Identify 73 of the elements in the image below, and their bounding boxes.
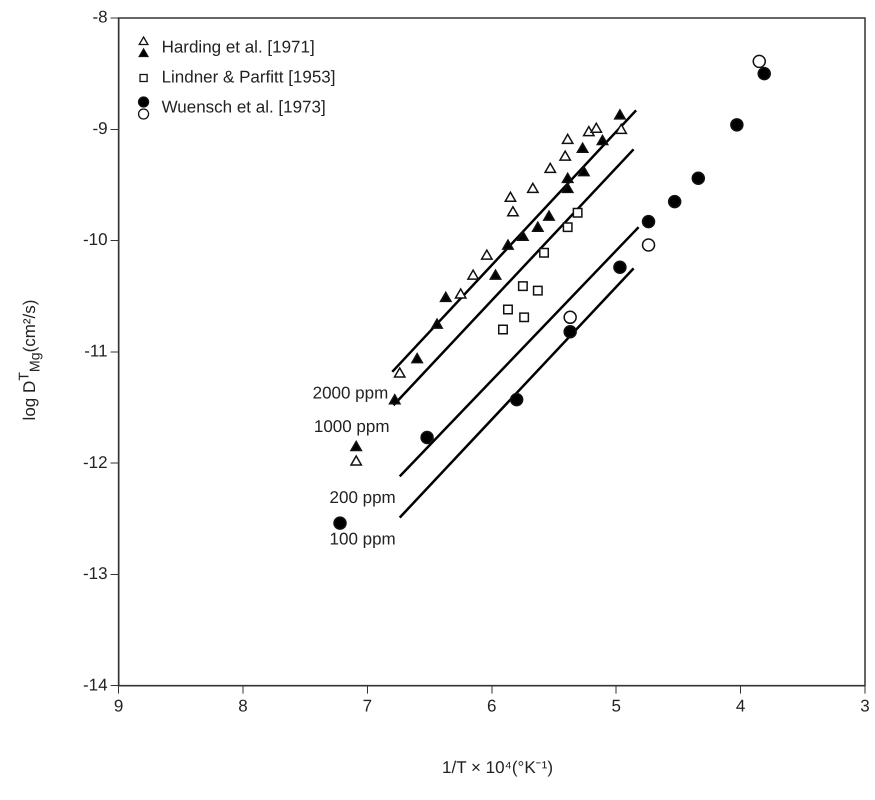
point (752, 54, 766, 68)
point (526, 182, 539, 194)
point (440, 292, 452, 302)
x-tick-label: 9 (114, 696, 124, 716)
point (562, 222, 573, 232)
point (420, 430, 434, 444)
annotation: 100 ppm (330, 529, 396, 548)
point (502, 304, 513, 315)
point (642, 238, 656, 252)
point (668, 194, 682, 208)
point (757, 66, 771, 80)
x-tick-label: 4 (736, 696, 746, 716)
point (350, 455, 362, 466)
x-tick-label: 3 (860, 696, 870, 716)
point (615, 124, 628, 134)
point (431, 318, 443, 329)
point (562, 134, 574, 144)
point (532, 222, 544, 232)
x-tick-label: 5 (611, 696, 621, 716)
point (576, 142, 589, 154)
point (510, 392, 524, 406)
x-tick-label: 6 (487, 696, 497, 716)
annotation: 2000 ppm (312, 384, 388, 403)
point (614, 109, 626, 120)
point (544, 162, 556, 174)
y-tick-label: -13 (82, 564, 108, 584)
point (388, 394, 401, 405)
y-tick-label: -14 (82, 675, 108, 694)
point (613, 260, 627, 274)
point (498, 324, 508, 335)
point (516, 230, 529, 241)
point (506, 206, 519, 216)
y-tick-label: -11 (84, 341, 108, 360)
point (454, 288, 467, 299)
point (642, 214, 656, 228)
point (502, 239, 514, 250)
annotation: 1000 ppm (314, 416, 390, 436)
point (590, 122, 602, 134)
point (411, 352, 424, 364)
point (480, 249, 493, 260)
y-tick-label: -10 (82, 230, 108, 250)
point (563, 310, 577, 324)
point (596, 134, 608, 146)
point (539, 248, 550, 258)
point (562, 182, 574, 194)
point (543, 210, 555, 221)
point (563, 325, 577, 339)
point (490, 269, 502, 280)
point (730, 118, 744, 132)
x-tick-label: 7 (362, 696, 372, 716)
point (333, 516, 347, 530)
point (504, 192, 516, 202)
point (467, 269, 480, 280)
y-tick-label: -8 (92, 8, 108, 27)
legend-label: Harding et al. [1971] (162, 38, 315, 57)
x-tick-label: 8 (238, 696, 248, 716)
point (518, 281, 528, 292)
point (582, 126, 595, 136)
point (559, 150, 572, 161)
annotation: 200 ppm (330, 488, 396, 508)
point (572, 208, 583, 218)
point (532, 286, 543, 296)
point (519, 312, 530, 322)
legend-label: Lindner & Parfitt [1953] (162, 68, 336, 87)
point (692, 171, 706, 185)
y-tick-label: -9 (92, 118, 108, 138)
point (394, 367, 406, 378)
point (562, 172, 574, 184)
point (350, 440, 362, 452)
legend-label: Wuensch et al. [1973] (162, 98, 326, 117)
x-axis-title: 1/T × 10⁴(°K⁻¹) (441, 757, 554, 778)
point (578, 166, 590, 176)
y-tick-label: -12 (82, 452, 108, 472)
